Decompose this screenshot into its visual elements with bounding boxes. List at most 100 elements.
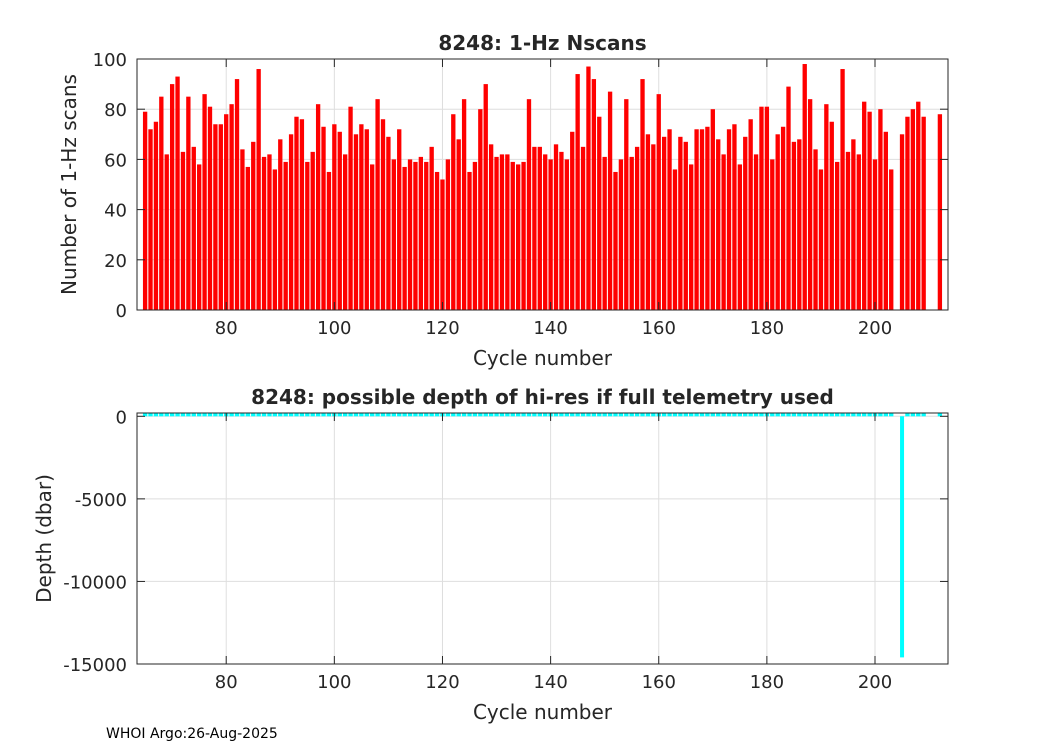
bar	[245, 166, 250, 310]
bar	[456, 413, 461, 417]
bar	[391, 413, 396, 417]
bar	[251, 413, 256, 417]
bar	[353, 134, 359, 310]
x-tick-label: 120	[425, 672, 459, 693]
bar	[272, 169, 278, 310]
bar	[456, 139, 461, 310]
bar	[445, 413, 451, 417]
bar	[532, 413, 537, 417]
bar	[213, 413, 218, 417]
bar	[829, 121, 834, 310]
bar	[234, 413, 240, 417]
x-tick-label: 160	[642, 318, 676, 339]
y-tick-label: 60	[104, 150, 127, 171]
bar	[705, 413, 710, 417]
bar	[910, 109, 916, 310]
bar	[516, 413, 521, 417]
bar	[629, 413, 634, 417]
bar	[597, 413, 602, 417]
bar	[440, 179, 445, 310]
bar	[661, 136, 667, 310]
bar	[499, 154, 505, 310]
bar	[332, 124, 337, 310]
bar	[575, 413, 580, 417]
bar	[380, 119, 386, 311]
bar	[775, 134, 780, 310]
bar	[510, 161, 515, 310]
y-axis-label: Depth (dbar)	[32, 474, 56, 603]
x-tick-label: 80	[215, 318, 238, 339]
bar	[429, 413, 434, 417]
bar	[186, 96, 191, 311]
bar	[559, 413, 564, 417]
bar	[856, 154, 861, 310]
bar	[559, 151, 564, 310]
bar	[213, 124, 218, 310]
bar	[607, 413, 613, 417]
bar	[818, 169, 824, 310]
y-tick-label: 20	[104, 251, 127, 272]
bar	[424, 413, 429, 417]
bar	[618, 413, 624, 417]
y-tick-label: 0	[116, 301, 127, 322]
bar	[294, 116, 299, 310]
bar	[434, 413, 440, 417]
bar	[710, 413, 715, 417]
bar	[645, 413, 651, 417]
bar	[461, 413, 467, 417]
bar	[402, 166, 407, 310]
bar	[494, 156, 499, 310]
bar	[543, 154, 548, 310]
bar	[570, 413, 575, 417]
bar	[586, 66, 591, 310]
bar	[229, 104, 234, 311]
bar	[418, 156, 424, 310]
bar	[516, 164, 521, 310]
bar	[721, 413, 726, 417]
bar	[202, 94, 207, 310]
bar	[364, 413, 369, 417]
bar	[478, 413, 483, 417]
y-tick-label: 100	[93, 50, 127, 71]
bar	[775, 413, 780, 417]
bar	[878, 109, 883, 310]
bar	[737, 413, 743, 417]
bar	[780, 126, 786, 311]
bar	[164, 413, 169, 417]
bar	[624, 99, 629, 310]
bar	[169, 84, 175, 310]
axes-box	[136, 412, 949, 665]
depth-chart: 80 100 120 140 160 180 200 0 -5000 -10000 -15000 82…	[32, 385, 949, 724]
bar	[840, 413, 845, 417]
x-tick-label: 160	[642, 672, 676, 693]
bar	[240, 149, 245, 310]
bar	[640, 413, 645, 417]
bar	[175, 76, 180, 310]
bar	[591, 79, 597, 310]
bar	[267, 413, 272, 417]
bar	[829, 413, 834, 417]
bar	[824, 413, 829, 417]
bar	[526, 413, 532, 417]
bar	[402, 413, 407, 417]
bar	[451, 114, 456, 310]
bar	[148, 413, 153, 417]
bar	[159, 413, 164, 417]
bar	[272, 413, 278, 417]
bar	[283, 161, 288, 310]
bar	[645, 134, 651, 310]
bar	[656, 94, 661, 310]
bar	[694, 129, 699, 310]
bar	[488, 413, 494, 417]
bar	[862, 101, 867, 310]
bar	[451, 413, 456, 417]
bar	[613, 413, 618, 417]
bar	[840, 69, 845, 310]
bar	[342, 413, 348, 417]
bar	[743, 136, 748, 310]
bar	[748, 119, 753, 311]
bar	[348, 106, 353, 310]
bar	[521, 161, 526, 310]
bar	[353, 413, 359, 417]
bar	[845, 151, 851, 310]
